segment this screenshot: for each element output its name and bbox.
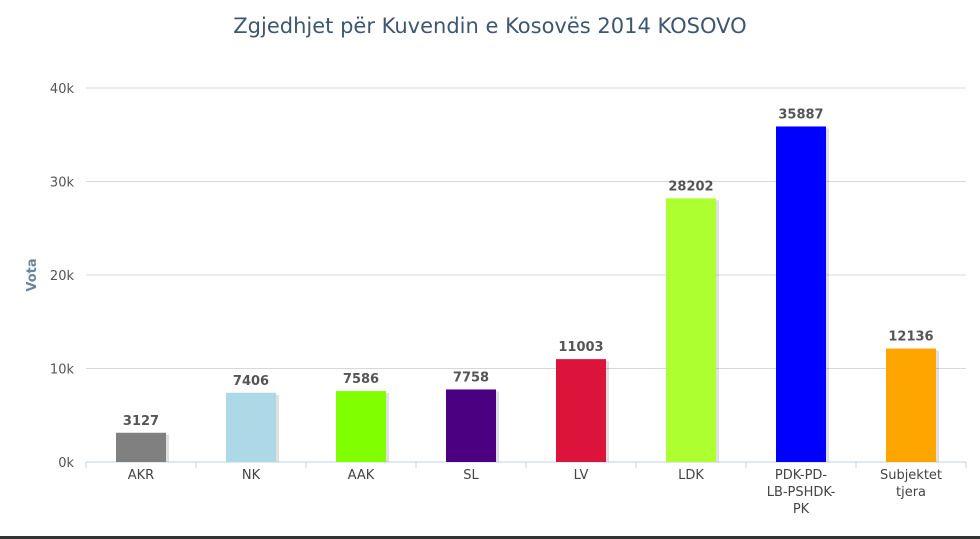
data-label: 7758 [453, 370, 489, 385]
data-label: 7586 [343, 372, 379, 387]
bar [446, 389, 496, 462]
x-tick-label: NK [242, 468, 261, 483]
x-tick-label: PDK-PD-LB-PSHDK-PK [767, 468, 836, 517]
x-tick-label: AAK [348, 468, 375, 483]
data-label: 12136 [888, 330, 933, 345]
bottom-border [0, 536, 980, 539]
x-tick-label: SL [463, 468, 479, 483]
bar [556, 359, 606, 462]
y-tick-label: 30k [50, 176, 75, 191]
bar [226, 392, 276, 462]
chart-title: Zgjedhjet për Kuvendin e Kosovës 2014 KO… [233, 14, 746, 38]
bar [116, 432, 166, 462]
x-tick-label: LV [574, 468, 589, 483]
bar [666, 198, 716, 463]
y-tick-label: 10k [50, 363, 75, 378]
y-tick-label: 20k [50, 269, 75, 284]
y-axis-label: Vota [25, 258, 40, 291]
data-labels: 3127 7406 7586 7758 11003 28202 35887 12136 [123, 107, 934, 428]
bars [116, 126, 939, 463]
data-label: 11003 [558, 340, 603, 355]
data-label: 35887 [778, 107, 823, 122]
y-tick-label: 40k [50, 82, 75, 97]
bar [776, 126, 826, 463]
y-tick-label: 0k [58, 456, 74, 471]
y-axis-ticks: 0k 10k 20k 30k 40k [50, 82, 75, 471]
data-label: 28202 [668, 179, 713, 194]
data-label: 3127 [123, 414, 159, 429]
gridlines [85, 87, 967, 468]
bar [886, 348, 936, 462]
data-label: 7406 [233, 374, 269, 389]
x-tick-label: Subjektet tjera [880, 468, 942, 500]
x-tick-label: AKR [128, 468, 154, 483]
x-axis-ticks: AKR NK AAK SL LV LDK PDK-PD-LB-PSHDK-PK Subjekt… [128, 468, 942, 517]
bar [336, 391, 386, 462]
x-tick-label: LDK [678, 468, 704, 483]
